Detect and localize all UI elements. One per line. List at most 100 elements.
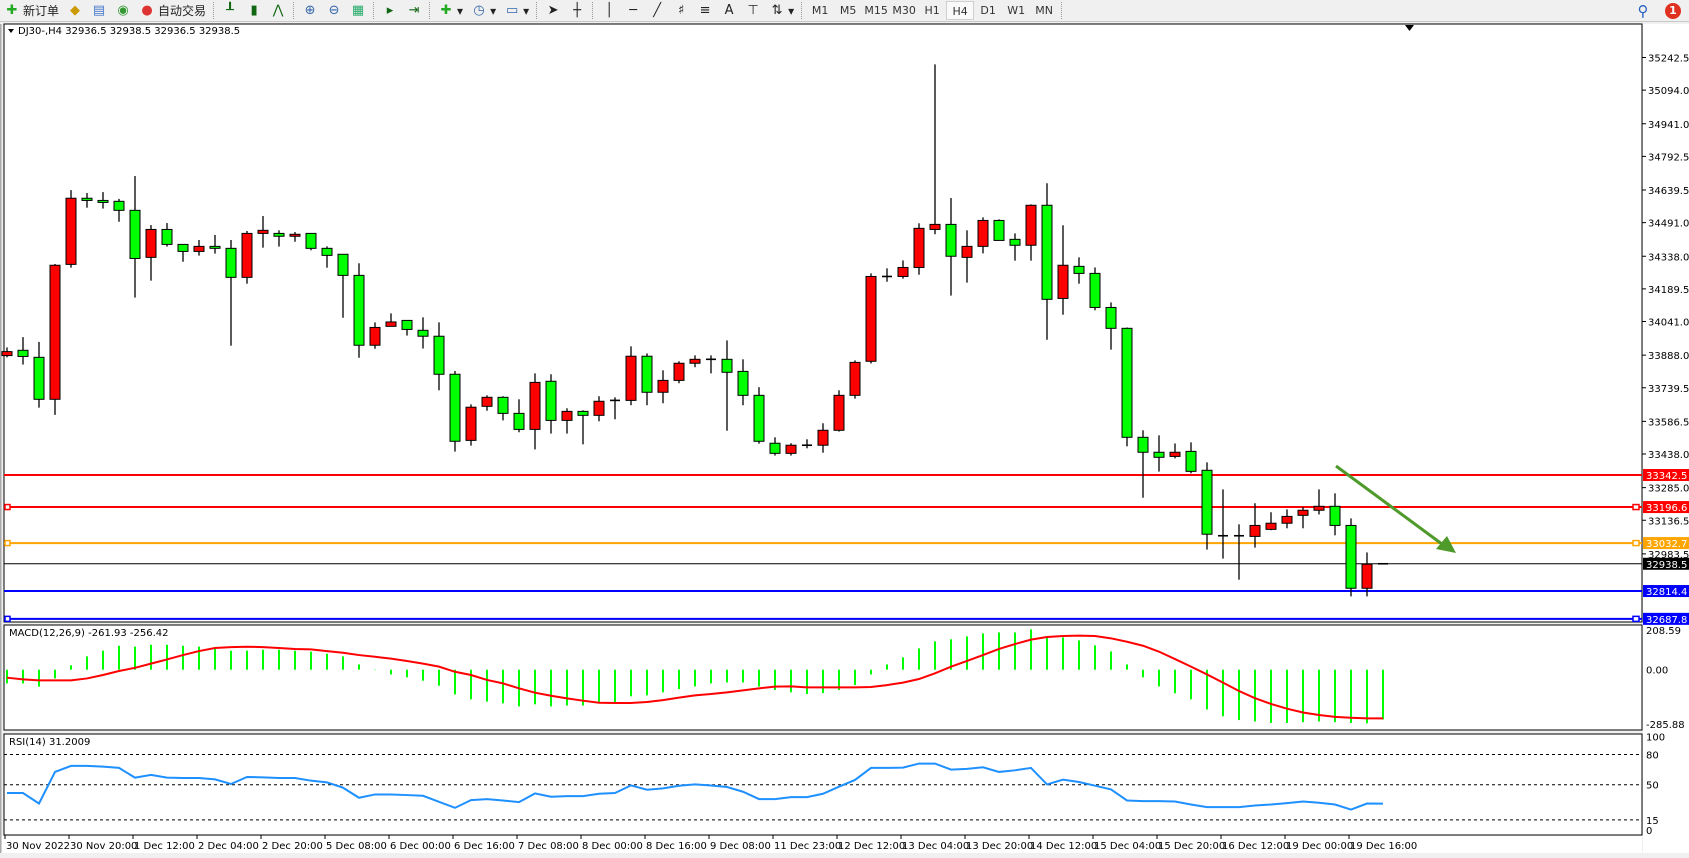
indicators-icon: ✚ [440, 2, 452, 18]
text-button[interactable]: A [717, 1, 741, 20]
zoom-out-button[interactable]: ⊖ [322, 1, 346, 20]
text-icon: A [724, 2, 734, 18]
price-axis [1643, 24, 1689, 853]
fibonacci-button[interactable]: ♯ [669, 1, 693, 20]
candle-bearish [161, 228, 173, 245]
templates-button[interactable]: ▭ ▾ [505, 2, 530, 18]
price-tick-label: 33438.0 [1648, 450, 1689, 461]
candle-bearish [273, 232, 285, 237]
fibonacci-fan-button[interactable]: ≡ [693, 1, 717, 20]
price-tick-label: 34338.0 [1648, 252, 1689, 263]
autoscroll-button[interactable]: ⇥ [402, 1, 426, 20]
candle-bullish [289, 233, 301, 237]
market-watch-button[interactable]: ◆ [63, 1, 87, 20]
navigator-button[interactable]: ▤ [87, 1, 111, 20]
candle-bullish [625, 355, 637, 401]
time-tick-label: 6 Dec 16:00 [454, 841, 515, 852]
price-level-badge [1643, 537, 1689, 550]
line-chart-button[interactable]: ⋀ [266, 1, 290, 20]
chart-shift-button[interactable]: ▸ [378, 1, 402, 20]
candle-bearish [577, 410, 589, 416]
candle-bullish [833, 394, 845, 431]
candle-bearish [113, 200, 125, 211]
candle-bullish [241, 232, 253, 278]
candle-bearish [177, 243, 189, 252]
bar-chart-button[interactable]: ┸ [218, 1, 242, 20]
text-label-icon: ⊤ [747, 2, 759, 18]
tile-windows-button[interactable]: ▦ [346, 1, 370, 20]
timeframe-m15-button[interactable]: M15 [864, 4, 888, 17]
chart-shift-icon: ▸ [386, 2, 394, 18]
auto-trading-button[interactable]: ● 自动交易 [135, 1, 210, 20]
trend-arrow-line [1335, 464, 1447, 549]
trend-arrow-head-icon [1436, 536, 1456, 553]
timeframe-m30-button[interactable]: M30 [892, 4, 916, 17]
zoom-in-button[interactable]: ⊕ [298, 1, 322, 20]
candlestick-button[interactable]: ▮ [242, 1, 266, 20]
candle-bearish [1153, 451, 1165, 458]
timeframe-mn-button[interactable]: MN [1035, 4, 1054, 17]
candle-bearish [401, 319, 413, 330]
toolbar-separator [213, 2, 215, 19]
indicators-button[interactable]: ✚ ▾ [434, 1, 467, 20]
toolbar-separator [373, 2, 375, 19]
rsi-tick-label: 0 [1646, 826, 1652, 837]
toolbar-separator [592, 2, 594, 19]
candle-bullish [193, 245, 205, 252]
time-tick-label: 13 Dec 20:00 [966, 841, 1033, 852]
candle-bearish [1041, 204, 1053, 300]
cursor-icon: ➤ [547, 2, 559, 18]
timeframe-bar: M1 M5 M15 M30 H1 H4 D1 W1 MN [806, 1, 1058, 20]
time-tick-label: 15 Dec 20:00 [1158, 841, 1225, 852]
price-level-label: 32938.5 [1646, 560, 1687, 571]
timeframe-w1-button[interactable]: W1 [1007, 4, 1026, 17]
vertical-line-icon: │ [605, 2, 614, 18]
templates-icon: ▭ [505, 2, 519, 18]
macd-signal-line [6, 634, 1383, 720]
timeframe-m1-button[interactable]: M1 [811, 4, 829, 17]
price-level-label: 33342.5 [1646, 471, 1687, 482]
trendline-button[interactable]: ╱ [645, 1, 669, 20]
price-level-badge [1643, 468, 1689, 481]
candle-bearish [417, 329, 429, 337]
price-tick-label: 33739.5 [1648, 384, 1689, 395]
crosshair-icon: ┼ [573, 2, 582, 18]
price-tick-label: 34189.5 [1648, 285, 1689, 296]
price-tick-label: 33285.0 [1648, 484, 1689, 495]
cursor-button[interactable]: ➤ [541, 1, 565, 20]
main-price-panel [3, 23, 1643, 623]
price-level-label: 33032.7 [1646, 539, 1687, 550]
notifications-button[interactable]: 1 [1665, 2, 1681, 19]
timeframe-h1-button[interactable]: H1 [924, 4, 940, 17]
horizontal-line-button[interactable]: ─ [621, 1, 645, 20]
timeframe-m5-button[interactable]: M5 [839, 4, 857, 17]
candle-bullish [65, 197, 77, 265]
candle-bullish [481, 396, 493, 407]
candle-bearish [721, 358, 733, 373]
crosshair-button[interactable]: ┼ [565, 1, 589, 20]
time-tick-label: 9 Dec 08:00 [710, 841, 771, 852]
vertical-line-button[interactable]: │ [597, 1, 621, 20]
price-level-badge [1643, 557, 1689, 570]
candle-bearish [337, 253, 349, 276]
signals-button[interactable]: ◉ [111, 1, 135, 20]
time-tick-label: 7 Dec 08:00 [518, 841, 579, 852]
timeframe-d1-button[interactable]: D1 [980, 4, 996, 17]
candle-bullish [1281, 515, 1293, 524]
price-level-badge [1643, 612, 1689, 625]
text-label-button[interactable]: ⊤ [741, 1, 765, 20]
autoscroll-icon: ⇥ [408, 2, 420, 18]
candle-bullish [1361, 563, 1373, 589]
candle-bullish [689, 358, 701, 364]
timeframe-h4-button[interactable]: H4 [946, 1, 975, 20]
search-icon[interactable]: ⚲ [1637, 1, 1649, 20]
candle-bearish [353, 274, 365, 346]
new-order-button[interactable]: ✚ 新订单 [0, 1, 63, 20]
candle-bearish [545, 380, 557, 421]
arrows-button[interactable]: ⇅ ▾ [765, 1, 798, 20]
price-tick-label: 33136.5 [1648, 516, 1689, 527]
periods-button[interactable]: ◷ ▾ [467, 1, 500, 20]
candle-bullish [1313, 505, 1325, 511]
auto-trading-icon: ● [141, 2, 153, 18]
